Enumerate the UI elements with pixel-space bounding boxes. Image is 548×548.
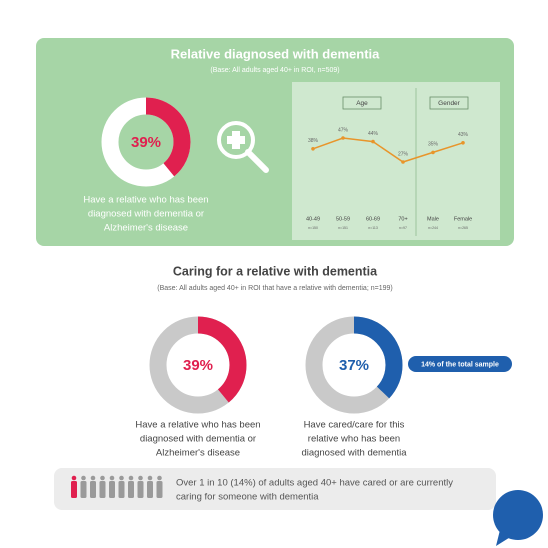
donut-caption: Have cared/care for this: [304, 420, 405, 431]
value-label: 43%: [458, 132, 469, 138]
donut-caption: Have a relative who has been: [83, 195, 208, 206]
donut-arc: [149, 316, 247, 414]
x-tick-label: Male: [427, 216, 439, 222]
point: [431, 150, 435, 155]
base-label: n=151: [338, 226, 348, 230]
person-body: [147, 481, 153, 498]
donut-caption: relative who has been: [308, 434, 400, 445]
group-header-box: [342, 96, 382, 110]
point: [311, 147, 315, 151]
footer-text: caring for someone with dementia: [176, 492, 319, 503]
donut-label: 37%: [339, 357, 369, 374]
base-label: n=265: [458, 226, 468, 230]
donut-arc: [305, 316, 403, 414]
group-header: Age: [356, 100, 368, 107]
base-label: n=113: [368, 226, 378, 230]
section-subtitle: (Base: All adults aged 40+ in ROI that h…: [157, 285, 392, 292]
group-header: Gender: [438, 100, 461, 107]
point: [401, 160, 405, 164]
person-head: [138, 475, 143, 481]
footer-text: Over 1 in 10 (14%) of adults aged 40+ ha…: [176, 478, 453, 489]
donut-caption: diagnosed with dementia or: [140, 434, 256, 445]
x-tick-label: 60-69: [366, 216, 380, 222]
person-body: [90, 481, 96, 498]
person-head: [119, 475, 124, 481]
person-body: [128, 481, 134, 498]
donut-arc: [101, 97, 191, 187]
donut-label: 39%: [131, 134, 161, 151]
person-head: [147, 475, 153, 481]
chat-bubble: [493, 490, 543, 546]
point: [341, 136, 345, 140]
person-body: [99, 481, 106, 498]
magnifier-icon: [217, 121, 269, 173]
value-label: 44%: [368, 131, 379, 137]
person-head: [71, 475, 77, 481]
panel-title: Relative diagnosed with dementia: [171, 46, 381, 61]
callout-pill: [408, 356, 512, 372]
footer-panel: [54, 468, 496, 510]
group-header-box: [429, 96, 469, 110]
person-head: [128, 475, 134, 481]
person-body: [80, 481, 87, 498]
callout-text: 14% of the total sample: [421, 361, 499, 368]
donut-caption: Have a relative who has been: [135, 420, 260, 431]
value-label: 47%: [338, 127, 349, 133]
section-title: Caring for a relative with dementia: [173, 264, 378, 278]
person-body: [109, 481, 115, 498]
person-head: [157, 475, 162, 481]
base-label: n=150: [308, 226, 318, 230]
value-label: 27%: [398, 151, 409, 157]
panel-subtitle: (Base: All adults aged 40+ in ROI, n=509…: [210, 67, 339, 74]
line-panel: [292, 82, 500, 240]
person-head: [81, 475, 86, 481]
donut-caption: Alzheimer's disease: [156, 448, 240, 459]
person-body: [118, 481, 125, 498]
person-body: [71, 481, 77, 498]
line: [312, 137, 464, 163]
person-body: [156, 481, 163, 498]
x-tick-label: Female: [454, 216, 472, 222]
people-icons: [71, 475, 163, 498]
person-head: [100, 475, 105, 481]
x-tick-label: 50-59: [336, 216, 350, 222]
donut-caption: diagnosed with dementia: [301, 448, 407, 459]
base-label: n=244: [428, 226, 438, 230]
value-label: 38%: [308, 138, 319, 144]
value-label: 35%: [428, 142, 439, 148]
point: [371, 139, 375, 144]
base-label: n=97: [399, 226, 407, 230]
person-head: [109, 475, 115, 481]
person-body: [137, 481, 144, 498]
x-tick-label: 40-49: [306, 216, 320, 222]
donut-caption: diagnosed with dementia or: [88, 209, 204, 220]
person-head: [90, 475, 96, 481]
point: [461, 141, 465, 145]
donut-label: 39%: [183, 357, 213, 374]
x-tick-label: 70+: [398, 216, 407, 222]
donut-caption: Alzheimer's disease: [104, 223, 188, 234]
